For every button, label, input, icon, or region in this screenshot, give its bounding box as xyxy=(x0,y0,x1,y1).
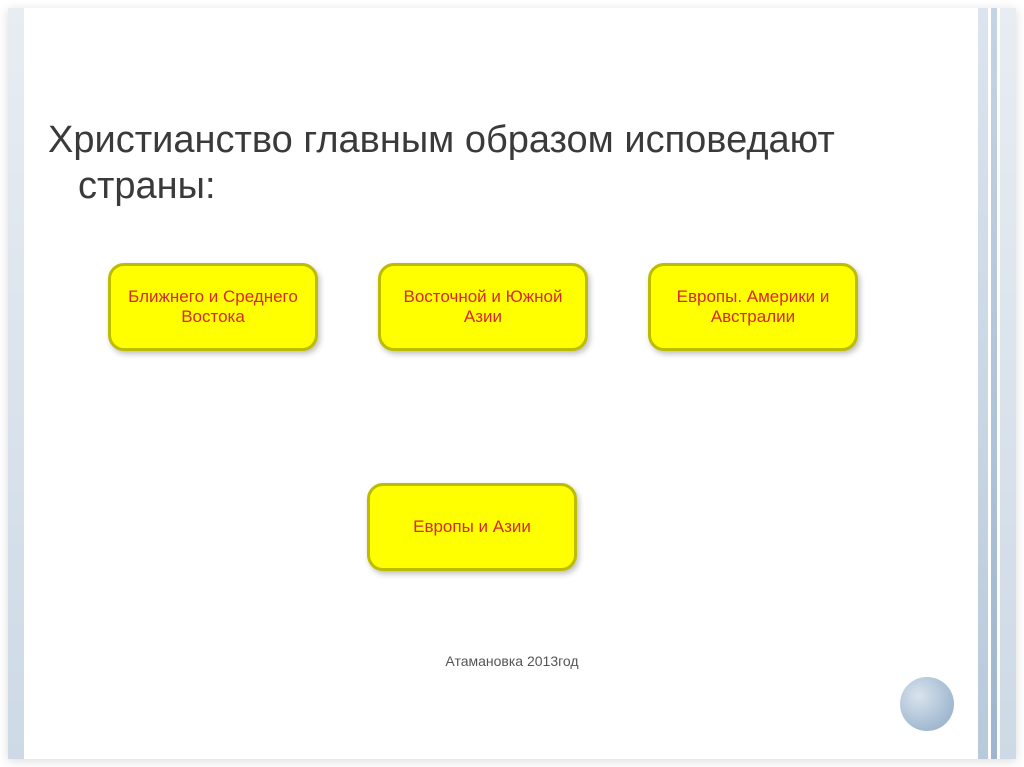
title-line-1: Христианство главным образом исповедают xyxy=(48,119,835,161)
decorative-bar xyxy=(991,8,997,759)
answer-option-3[interactable]: Европы. Америки и Австралии xyxy=(648,263,858,351)
answer-option-4[interactable]: Европы и Азии xyxy=(367,483,577,571)
slide-frame: Христианство главным образом исповедают … xyxy=(8,8,1016,759)
footer-text: Атамановка 2013год xyxy=(8,653,1016,669)
decorative-bar xyxy=(978,8,988,759)
title-line-2: страны: xyxy=(48,164,956,210)
answer-row-top: Ближнего и Среднего Востока Восточной и … xyxy=(108,263,916,351)
decorative-circle-icon xyxy=(900,677,954,731)
decorative-bar xyxy=(8,8,24,759)
decorative-bar xyxy=(1000,8,1016,759)
question-title: Христианство главным образом исповедают … xyxy=(48,118,956,209)
decorative-bars-right xyxy=(978,8,1016,759)
answer-option-1[interactable]: Ближнего и Среднего Востока xyxy=(108,263,318,351)
answer-row-bottom: Европы и Азии xyxy=(108,483,916,571)
decorative-bars-left xyxy=(8,8,24,759)
answer-option-2[interactable]: Восточной и Южной Азии xyxy=(378,263,588,351)
